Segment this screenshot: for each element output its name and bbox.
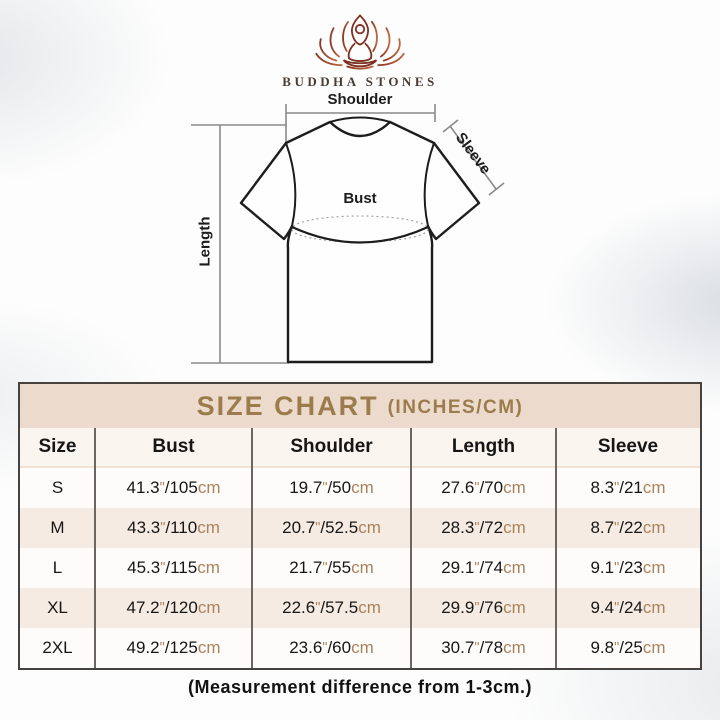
column-divider (94, 428, 96, 668)
cell-length: 27.6 "/70 cm (441, 478, 526, 497)
table-row: M 43.3 "/110 cm 20.7 "/52.5 cm 28.3 "/72 cm 8.… (20, 508, 700, 548)
cell-bust: 49.2 "/125 cm (126, 638, 221, 657)
cell-length: 29.1 "/74 cm (441, 558, 526, 577)
size-chart-title-band: SIZE CHART (INCHES/CM) (20, 384, 700, 428)
cell-bust: 45.3 "/115 cm (127, 558, 220, 577)
left-armhole-seam (285, 142, 297, 227)
column-divider (555, 428, 557, 668)
column-header-bust: Bust (152, 436, 195, 457)
column-header-row: Size Bust Shoulder Length Sleeve (20, 428, 700, 468)
cell-sleeve: 8.7 "/22 cm (590, 518, 666, 537)
cell-length: 28.3 "/72 cm (441, 518, 526, 537)
cell-shoulder: 23.6 "/60 cm (289, 638, 374, 657)
cell-shoulder: 22.6 "/57.5 cm (282, 598, 381, 617)
size-chart-title: SIZE CHART (196, 390, 379, 421)
bust-label: Bust (343, 190, 377, 207)
cell-bust: 43.3 "/110 cm (127, 518, 220, 537)
size-chart-body: Size Bust Shoulder Length Sleeve S 41.3 "… (20, 428, 700, 668)
measurement-note: (Measurement difference from 1-3cm.) (187, 677, 533, 697)
dimension-lines (191, 104, 505, 364)
cell-sleeve: 9.1 "/23 cm (590, 558, 666, 577)
right-armhole-seam (423, 142, 435, 227)
column-header-size: Size (38, 436, 77, 457)
tshirt-measurement-diagram (191, 104, 505, 364)
cell-bust: 41.3 "/105 cm (126, 478, 221, 497)
column-header-length: Length (451, 436, 516, 457)
collar-back-line (329, 116, 391, 123)
cell-shoulder: 21.7 "/55 cm (289, 558, 374, 577)
column-header-shoulder: Shoulder (290, 436, 373, 457)
cell-sleeve: 8.3 "/21 cm (590, 478, 666, 497)
shoulder-label: Shoulder (327, 91, 393, 108)
cell-length: 30.7 "/78 cm (441, 638, 526, 657)
cell-size: 2XL (42, 638, 73, 657)
size-chart-title-units: (INCHES/CM) (387, 396, 524, 418)
table-row: 2XL 49.2 "/125 cm 23.6 "/60 cm 30.7 "/78 cm 9.… (20, 628, 700, 668)
column-divider (410, 428, 412, 668)
table-row: L 45.3 "/115 cm 21.7 "/55 cm 29.1 "/74 cm 9.1 "… (20, 548, 700, 588)
table-row: S 41.3 "/105 cm 19.7 "/50 cm 27.6 "/70 cm 8.3 "… (20, 468, 700, 508)
size-chart-table: SIZE CHART (INCHES/CM) Size Bust Shoulde… (18, 382, 702, 670)
cell-sleeve: 9.8 "/25 cm (590, 638, 666, 657)
sleeve-dimension-line (449, 125, 497, 190)
column-header-sleeve: Sleeve (597, 436, 659, 457)
cell-size: M (50, 518, 65, 537)
cell-size: S (51, 478, 64, 497)
brand-name: BUDDHA STONES (282, 74, 438, 89)
cell-shoulder: 19.7 "/50 cm (289, 478, 374, 497)
table-row: XL 47.2 "/120 cm 22.6 "/57.5 cm 29.9 "/76 cm 9… (20, 588, 700, 628)
size-chart-rows: S 41.3 "/105 cm 19.7 "/50 cm 27.6 "/70 cm 8.3 "… (20, 468, 700, 668)
brand-logo: BUDDHA STONES (0, 10, 720, 90)
cell-length: 29.9 "/76 cm (441, 598, 526, 617)
cell-shoulder: 20.7 "/52.5 cm (282, 518, 381, 537)
cell-bust: 47.2 "/120 cm (126, 598, 221, 617)
cell-size: XL (47, 598, 68, 617)
cell-sleeve: 9.4 "/24 cm (590, 598, 666, 617)
length-label: Length (196, 216, 214, 267)
lotus-meditation-icon (315, 14, 405, 70)
column-divider (251, 428, 253, 668)
chest-seam-curve (291, 225, 429, 244)
cell-size: L (52, 558, 63, 577)
